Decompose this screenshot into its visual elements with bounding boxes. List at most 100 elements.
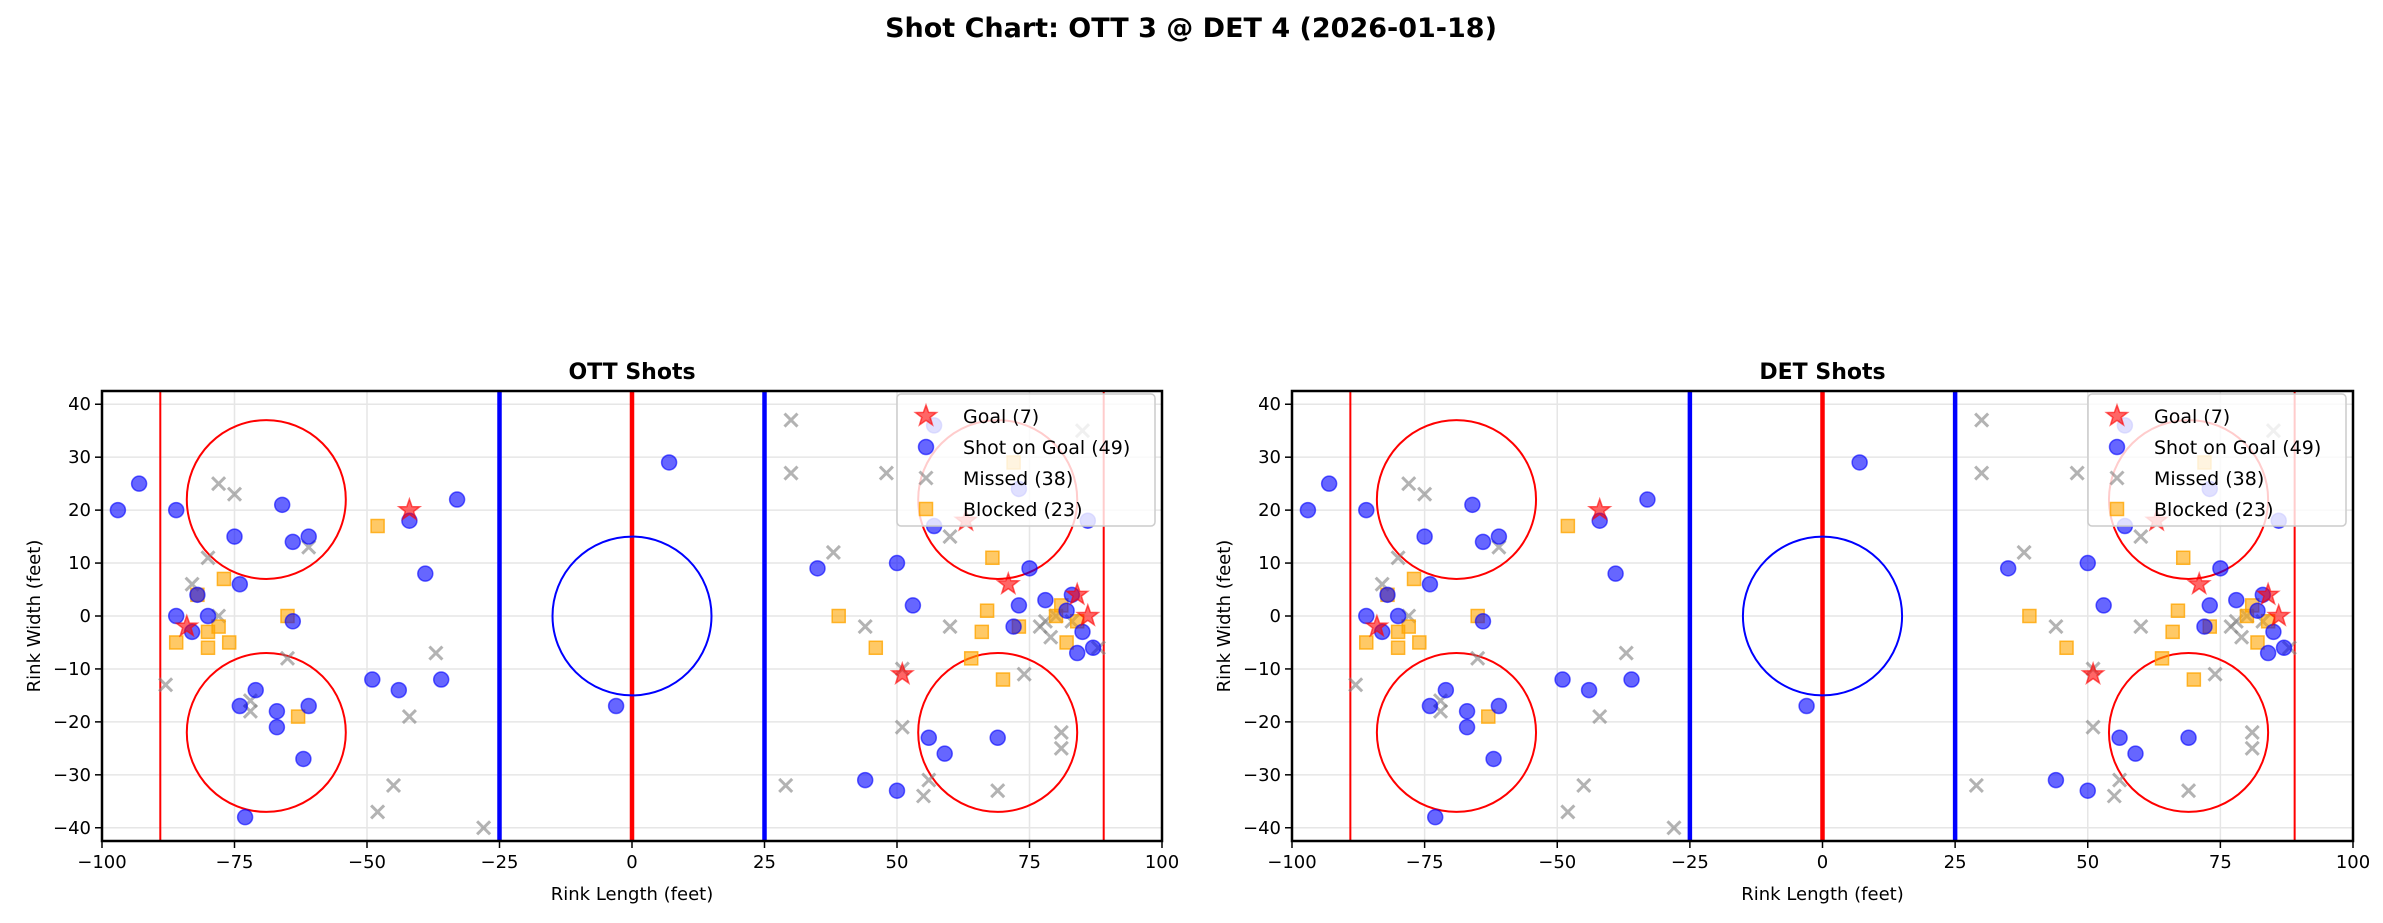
blocked-shot-point [963, 651, 979, 666]
missed-shot-point [915, 788, 932, 804]
blocked-shot-point [200, 624, 216, 640]
blocked-shot-point [1059, 635, 1074, 650]
x-tick-label: −50 [1538, 852, 1576, 873]
missed-shot-point [894, 719, 910, 735]
blocked-shot-point [995, 672, 1011, 687]
shot-on-goal-point [167, 607, 185, 625]
legend-box [2087, 393, 2347, 527]
y-tick-label: 20 [68, 500, 91, 521]
goal-point [1364, 613, 1390, 638]
missed-shot-point [2016, 544, 2032, 561]
shot-on-goal-point [809, 560, 826, 577]
blocked-shot-point [1560, 518, 1576, 534]
x-tick-label: −100 [77, 852, 126, 873]
missed-shot-point [2180, 783, 2197, 799]
missed-shot-point [783, 412, 799, 428]
y-tick-label: −30 [53, 765, 91, 786]
missed-shot-point [2048, 619, 2064, 635]
x-tick-label: −75 [216, 852, 254, 873]
y-tick-label: 10 [68, 553, 91, 574]
missed-shot-point [2244, 724, 2260, 741]
shot-on-goal-point [2275, 639, 2293, 657]
shot-on-goal-point [920, 729, 938, 747]
shot-on-goal-point [1458, 718, 1476, 736]
goal-point [1587, 496, 1613, 521]
shot-on-goal-point [1299, 501, 1317, 519]
shot-on-goal-point [268, 718, 286, 736]
shot-on-goal-point [856, 771, 874, 789]
shot-on-goal-point [2249, 602, 2266, 619]
x-tick-label: 75 [2209, 852, 2232, 873]
missed-shot-point [1390, 550, 1406, 566]
missed-shot-point [1560, 804, 1576, 820]
shot-on-goal-point [1358, 501, 1375, 519]
shot-on-goal-point [1851, 454, 1868, 471]
missed-shot-point [878, 465, 894, 481]
legend-marker-missed-shot-icon [918, 470, 934, 486]
legend-box [896, 393, 1156, 527]
missed-shot-point [2106, 788, 2122, 804]
missed-shot-point [1016, 666, 1032, 682]
missed-shot-point [200, 550, 216, 566]
x-tick-label: −100 [1267, 852, 1316, 873]
goal-point [2186, 570, 2212, 595]
missed-shot-point [1592, 709, 1608, 725]
shot-on-goal-point [1074, 623, 1091, 641]
missed-shot-point [226, 486, 243, 502]
shot-on-goal-point [1320, 475, 1338, 492]
legend-label: Missed (38) [2154, 468, 2264, 490]
shot-on-goal-point [936, 745, 953, 762]
shot-on-goal-point [989, 729, 1006, 747]
y-axis-label: Rink Width (feet) [1214, 540, 1235, 693]
legend-label: Missed (38) [963, 468, 1073, 490]
x-axis-label: Rink Length (feet) [551, 884, 713, 905]
legend-marker-shot-on-goal-icon [2108, 438, 2126, 456]
blocked-shot-point [2165, 624, 2180, 640]
blocked-shot-point [985, 550, 1000, 566]
x-tick-label: 100 [1145, 852, 1179, 873]
blocked-shot-point [868, 640, 884, 656]
x-tick-label: −25 [481, 852, 519, 873]
y-tick-label: 20 [1258, 500, 1281, 521]
blocked-shot-point [1390, 640, 1406, 656]
y-tick-label: 10 [1258, 553, 1281, 574]
legend: Goal (7) Shot on Goal (49) Missed (38) Bloc… [896, 393, 1156, 527]
missed-shot-point [921, 772, 937, 788]
shot-on-goal-point [189, 586, 206, 604]
missed-shot-point [1666, 820, 1682, 836]
legend-label: Goal (7) [2154, 406, 2230, 428]
blocked-shot-point [216, 571, 232, 587]
legend-marker-shot-on-goal-icon [917, 438, 935, 456]
blocked-shot-point [1359, 635, 1374, 650]
y-tick-label: −10 [53, 659, 91, 680]
figure-title: Shot Chart: OTT 3 @ DET 4 (2026-01-18) [885, 13, 1497, 44]
y-tick-label: 40 [1258, 394, 1281, 415]
goal-point [2266, 602, 2292, 627]
shot-on-goal-point [1437, 681, 1455, 699]
shot-on-goal-point [1798, 697, 1815, 715]
shot-on-goal-point [1426, 808, 1444, 826]
blocked-shot-point [2250, 635, 2265, 650]
missed-shot-point [1053, 724, 1069, 741]
y-tick-label: 0 [80, 606, 91, 627]
y-tick-label: −40 [53, 818, 91, 839]
x-tick-label: −75 [1406, 852, 1444, 873]
missed-shot-point [2085, 719, 2101, 735]
blocked-shot-point [2175, 550, 2191, 566]
missed-shot-point [1401, 476, 1417, 492]
shot-on-goal-point [2212, 560, 2229, 577]
legend: Goal (7) Shot on Goal (49) Missed (38) Bloc… [2087, 393, 2347, 527]
missed-shot-point [211, 476, 227, 492]
panel-title: DET Shots [1759, 360, 1885, 385]
ott-shots-panel: −100 −75 −50 −25 0 25 50 75 100−40−30−20−1001020… [24, 360, 1179, 905]
shot-on-goal-point [1084, 639, 1102, 657]
shot-on-goal-point [1379, 586, 1396, 604]
faceoff-circle [917, 652, 1079, 813]
legend-label: Goal (7) [963, 406, 1039, 428]
goal-point [889, 660, 915, 685]
shot-on-goal-point [231, 697, 249, 715]
y-tick-label: −10 [1243, 659, 1281, 680]
blocked-shot-point [221, 635, 237, 650]
x-tick-label: 25 [1944, 852, 1967, 873]
